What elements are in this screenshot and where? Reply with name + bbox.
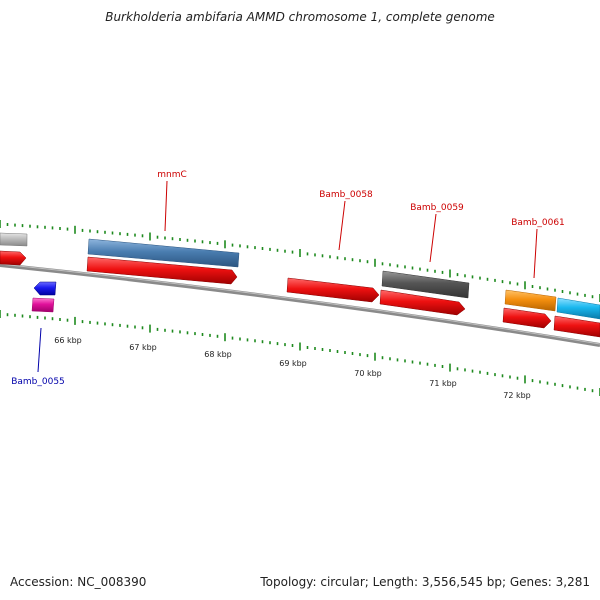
lower-tick-ruler <box>0 310 600 396</box>
gene-feature-bamb-0055[interactable] <box>31 297 55 313</box>
gene-feature-red-4[interactable] <box>502 307 552 329</box>
gene-feature-mnmC[interactable] <box>87 238 240 268</box>
label-leaders <box>37 180 538 373</box>
gene-label-bamb-0059[interactable]: Bamb_0059 <box>410 203 464 213</box>
gene-feature-cyan[interactable] <box>556 297 600 320</box>
topology-summary-text: Topology: circular; Length: 3,556,545 bp… <box>260 575 590 589</box>
gene-label-mnmC[interactable]: mnmC <box>157 170 187 180</box>
chromosome-backbone <box>0 263 600 347</box>
gene-feature-red-2[interactable] <box>86 256 238 285</box>
features-layer <box>0 232 600 338</box>
ruler-label-72kbp: 72 kbp <box>503 391 531 400</box>
ruler-label-66kbp: 66 kbp <box>54 336 82 345</box>
gene-feature-red-left[interactable] <box>0 250 27 266</box>
gene-feature-red-3[interactable] <box>379 289 466 316</box>
gene-feature-bamb-0059[interactable] <box>381 270 470 299</box>
ruler-label-67kbp: 67 kbp <box>129 343 157 352</box>
chromosome-backbone-highlight <box>0 263 600 345</box>
map-title: Burkholderia ambifaria AMMD chromosome 1… <box>105 10 495 24</box>
gene-feature-bamb-0061[interactable] <box>504 289 557 312</box>
ruler-label-70kbp: 70 kbp <box>354 369 382 378</box>
upper-tick-ruler <box>0 220 600 302</box>
ruler-label-71kbp: 71 kbp <box>429 379 457 388</box>
ruler-label-69kbp: 69 kbp <box>279 359 307 368</box>
gene-label-bamb-0061[interactable]: Bamb_0061 <box>511 218 565 228</box>
gene-feature-blue-reverse[interactable] <box>33 281 57 296</box>
gene-feature-bamb-0058[interactable] <box>286 277 380 303</box>
accession-text: Accession: NC_008390 <box>10 575 147 589</box>
gene-feature-gray-left[interactable] <box>0 232 28 247</box>
gene-label-bamb-0058[interactable]: Bamb_0058 <box>319 190 373 200</box>
gene-feature-red-5[interactable] <box>553 315 600 338</box>
gene-label-bamb-0055[interactable]: Bamb_0055 <box>11 377 65 387</box>
ruler-label-68kbp: 68 kbp <box>204 350 232 359</box>
